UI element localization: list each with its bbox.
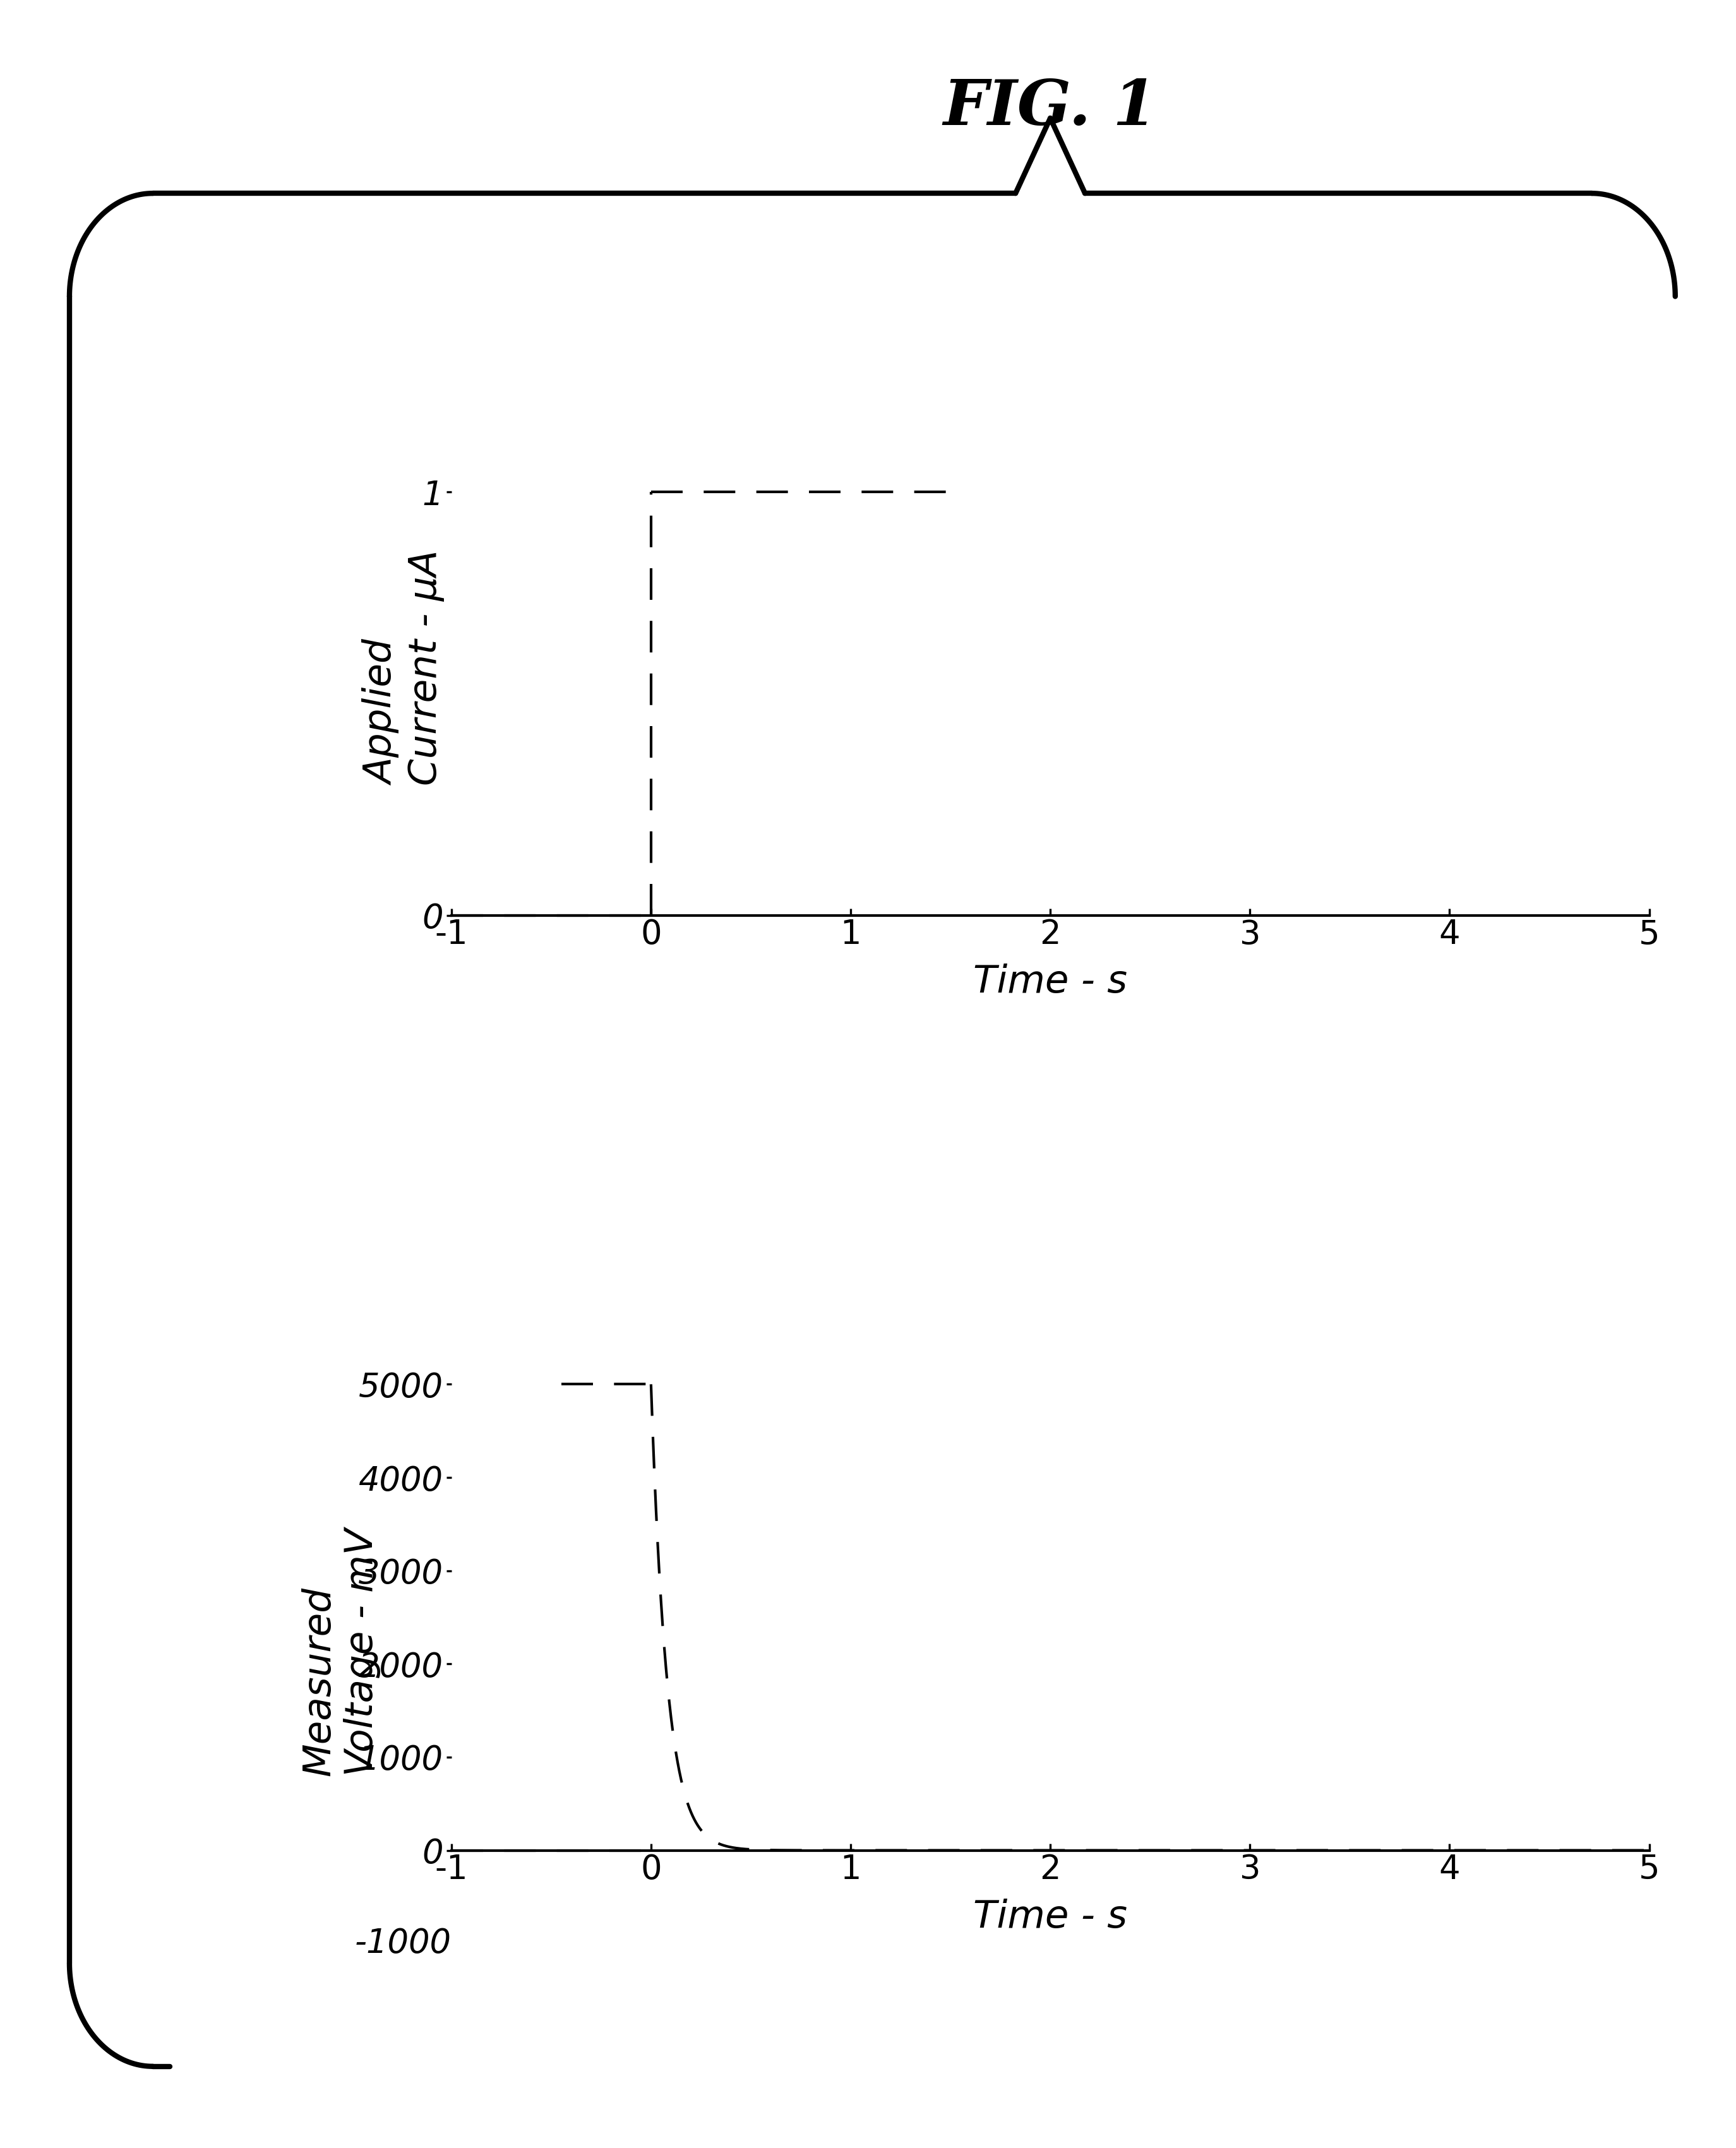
Text: FIG. 1: FIG. 1 [943, 77, 1158, 137]
X-axis label: Time - s: Time - s [974, 964, 1127, 1001]
Text: -1000: -1000 [354, 1927, 451, 1959]
Y-axis label: Applied
Current - μA: Applied Current - μA [365, 550, 444, 786]
X-axis label: Time - s: Time - s [974, 1899, 1127, 1935]
Y-axis label: Measured
Voltage - mV: Measured Voltage - mV [300, 1529, 380, 1776]
